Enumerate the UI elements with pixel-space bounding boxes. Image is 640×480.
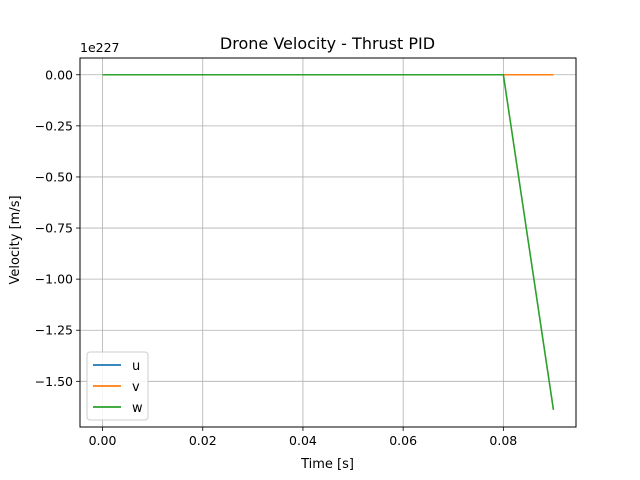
x-tick-label: 0.06 — [389, 433, 417, 448]
x-axis-ticks: 0.00 0.02 0.04 0.06 0.08 — [89, 427, 517, 448]
y-tick-label: −1.25 — [35, 323, 73, 338]
x-tick-label: 0.02 — [189, 433, 217, 448]
y-tick-label: −0.75 — [35, 221, 73, 236]
x-axis-label: Time [s] — [300, 457, 354, 472]
x-tick-label: 0.00 — [89, 433, 117, 448]
legend-label-w: w — [132, 401, 143, 416]
y-tick-label: −1.00 — [35, 272, 73, 287]
y-tick-label: −1.50 — [35, 374, 73, 389]
y-axis-ticks: 0.00 −0.25 −0.50 −0.75 −1.00 −1.25 −1.50 — [35, 67, 80, 389]
y-tick-label: −0.25 — [35, 118, 73, 133]
chart-title: Drone Velocity - Thrust PID — [220, 34, 435, 53]
y-axis-offset-label: 1e227 — [80, 40, 120, 55]
plot-frame — [79, 57, 577, 428]
x-tick-label: 0.08 — [489, 433, 517, 448]
series-lines — [102, 73, 555, 411]
y-axis-label: Velocity [m/s] — [8, 195, 23, 284]
y-tick-label: −0.50 — [35, 169, 73, 184]
y-tick-label: 0.00 — [45, 67, 73, 82]
series-line-w — [102, 73, 555, 411]
legend-label-u: u — [132, 359, 140, 374]
legend: uvw — [86, 351, 149, 421]
grid-lines — [80, 58, 576, 427]
x-tick-label: 0.04 — [289, 433, 317, 448]
legend-label-v: v — [132, 380, 140, 395]
